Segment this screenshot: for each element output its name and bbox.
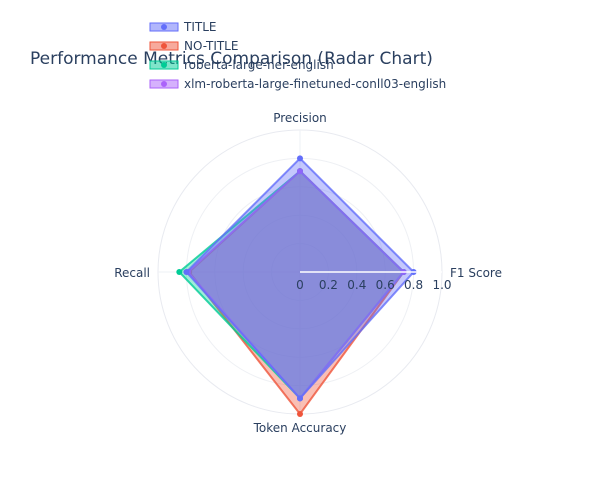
radial-tick-label: 1.0 [432, 278, 451, 292]
legend: TITLE NO-TITLE roberta-large-ner-english xl… [149, 20, 446, 91]
legend-label: TITLE [183, 20, 216, 34]
radial-tick-label: 0.6 [376, 278, 395, 292]
legend-label: roberta-large-ner-english [184, 58, 334, 72]
legend-marker [161, 43, 167, 49]
data-point [176, 269, 183, 275]
radial-tick-label: 0.8 [404, 278, 423, 292]
axis-label: Recall [114, 266, 150, 280]
legend-marker [161, 24, 167, 30]
axis-label: F1 Score [450, 266, 502, 280]
radial-tick-label: 0 [296, 278, 304, 292]
axis-label: Token Accuracy [253, 421, 347, 435]
legend-item[interactable]: roberta-large-ner-english [149, 58, 334, 72]
data-point [297, 411, 303, 417]
legend-label: xlm-roberta-large-finetuned-conll03-engl… [184, 77, 446, 91]
data-point [297, 168, 303, 175]
series-layer [176, 155, 417, 417]
axis-label: Precision [273, 111, 327, 125]
legend-item[interactable]: NO-TITLE [149, 39, 238, 53]
legend-marker [161, 62, 167, 68]
radial-tick-label: 0.4 [347, 278, 366, 292]
data-point [183, 269, 190, 275]
data-point [297, 395, 303, 402]
legend-item[interactable]: TITLE [149, 20, 216, 34]
axis-layer: 0 0.2 0.4 0.6 0.8 1.0F1 Score Precision Recall T… [114, 111, 502, 435]
data-point [297, 155, 303, 162]
legend-item[interactable]: xlm-roberta-large-finetuned-conll03-engl… [149, 77, 446, 91]
legend-marker [161, 81, 167, 87]
chart-title: Performance Metrics Comparison (Radar Ch… [30, 49, 433, 69]
legend-label: NO-TITLE [184, 39, 238, 53]
radial-tick-label: 0.2 [319, 278, 338, 292]
